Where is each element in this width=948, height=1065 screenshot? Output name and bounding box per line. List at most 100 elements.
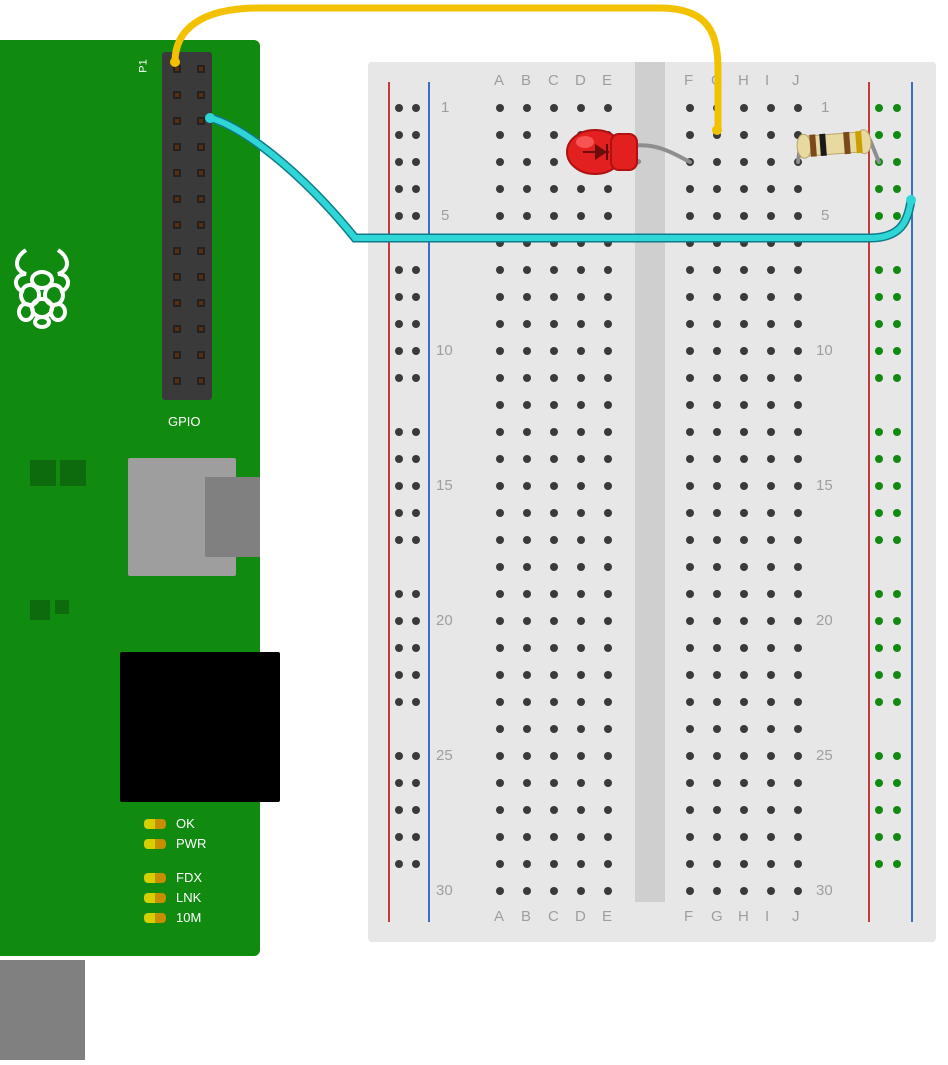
raspberry-pi-logo-icon xyxy=(6,240,78,335)
breadboard-hole xyxy=(523,293,531,301)
breadboard-hole xyxy=(550,212,558,220)
breadboard-hole xyxy=(740,131,748,139)
breadboard-hole xyxy=(893,320,901,328)
breadboard-hole xyxy=(523,239,531,247)
breadboard-hole xyxy=(767,320,775,328)
breadboard-hole xyxy=(875,158,883,166)
breadboard-hole xyxy=(713,131,721,139)
column-label: A xyxy=(494,908,504,925)
breadboard-hole xyxy=(577,239,585,247)
breadboard-hole xyxy=(740,266,748,274)
breadboard-hole xyxy=(395,671,403,679)
breadboard-hole xyxy=(713,347,721,355)
breadboard-hole xyxy=(395,131,403,139)
breadboard-hole xyxy=(496,563,504,571)
pi-silkscreen-square xyxy=(30,460,56,486)
breadboard-hole xyxy=(496,644,504,652)
breadboard-hole xyxy=(875,212,883,220)
breadboard-hole xyxy=(604,833,612,841)
breadboard-hole xyxy=(767,752,775,760)
breadboard-hole xyxy=(496,104,504,112)
breadboard-hole xyxy=(550,536,558,544)
breadboard-hole xyxy=(893,158,901,166)
breadboard-hole xyxy=(550,887,558,895)
breadboard-hole xyxy=(604,482,612,490)
status-led-row: PWR xyxy=(144,836,206,851)
breadboard-hole xyxy=(577,266,585,274)
breadboard-hole xyxy=(412,779,420,787)
breadboard-hole xyxy=(412,293,420,301)
breadboard-hole xyxy=(713,563,721,571)
breadboard-hole xyxy=(713,536,721,544)
breadboard-hole xyxy=(577,401,585,409)
breadboard-hole xyxy=(893,806,901,814)
breadboard-hole xyxy=(875,185,883,193)
breadboard-hole xyxy=(686,482,694,490)
gpio-pin xyxy=(197,351,205,359)
breadboard-hole xyxy=(604,158,612,166)
breadboard-hole xyxy=(395,509,403,517)
column-label: G xyxy=(711,908,723,925)
breadboard-hole xyxy=(550,563,558,571)
breadboard-hole xyxy=(713,104,721,112)
column-label: I xyxy=(765,908,769,925)
breadboard-hole xyxy=(523,374,531,382)
breadboard-hole xyxy=(893,644,901,652)
breadboard-hole xyxy=(875,266,883,274)
breadboard-hole xyxy=(550,644,558,652)
breadboard-hole xyxy=(523,752,531,760)
breadboard-hole xyxy=(523,320,531,328)
breadboard-hole xyxy=(604,401,612,409)
breadboard-hole xyxy=(604,617,612,625)
breadboard-hole xyxy=(395,428,403,436)
gpio-pin xyxy=(197,65,205,73)
breadboard-hole xyxy=(523,617,531,625)
gpio-pin xyxy=(173,221,181,229)
breadboard-hole xyxy=(686,374,694,382)
breadboard-hole xyxy=(740,860,748,868)
breadboard-hole xyxy=(740,185,748,193)
status-led-row: OK xyxy=(144,816,195,831)
breadboard-hole xyxy=(496,779,504,787)
breadboard-hole xyxy=(686,644,694,652)
gpio-pin xyxy=(197,221,205,229)
breadboard-hole xyxy=(893,590,901,598)
label-gpio-text: GPIO xyxy=(168,414,201,429)
column-label: D xyxy=(575,908,586,925)
breadboard-hole xyxy=(875,482,883,490)
breadboard-hole xyxy=(767,617,775,625)
rail-line xyxy=(388,82,390,922)
breadboard-hole xyxy=(875,806,883,814)
breadboard-hole xyxy=(604,806,612,814)
breadboard-hole xyxy=(523,536,531,544)
breadboard-hole xyxy=(496,185,504,193)
breadboard-hole xyxy=(740,455,748,463)
breadboard-hole xyxy=(604,455,612,463)
row-label: 1 xyxy=(821,99,829,116)
breadboard-hole xyxy=(713,779,721,787)
breadboard-hole xyxy=(713,590,721,598)
breadboard-hole xyxy=(794,671,802,679)
status-led-label: LNK xyxy=(176,890,201,905)
breadboard-hole xyxy=(412,104,420,112)
breadboard-hole xyxy=(713,887,721,895)
breadboard-hole xyxy=(875,428,883,436)
status-led-icon xyxy=(144,819,166,829)
breadboard-hole xyxy=(412,428,420,436)
breadboard-hole xyxy=(713,671,721,679)
gpio-pin xyxy=(173,273,181,281)
breadboard-hole xyxy=(740,347,748,355)
breadboard-hole xyxy=(550,239,558,247)
breadboard-hole xyxy=(412,644,420,652)
breadboard-hole xyxy=(523,212,531,220)
breadboard-hole xyxy=(875,509,883,517)
breadboard-hole xyxy=(893,671,901,679)
breadboard-hole xyxy=(740,779,748,787)
status-led-row: 10M xyxy=(144,910,201,925)
breadboard-hole xyxy=(550,131,558,139)
breadboard-hole xyxy=(794,131,802,139)
breadboard-hole xyxy=(686,590,694,598)
breadboard-hole xyxy=(794,428,802,436)
breadboard-hole xyxy=(794,266,802,274)
breadboard-hole xyxy=(686,266,694,274)
